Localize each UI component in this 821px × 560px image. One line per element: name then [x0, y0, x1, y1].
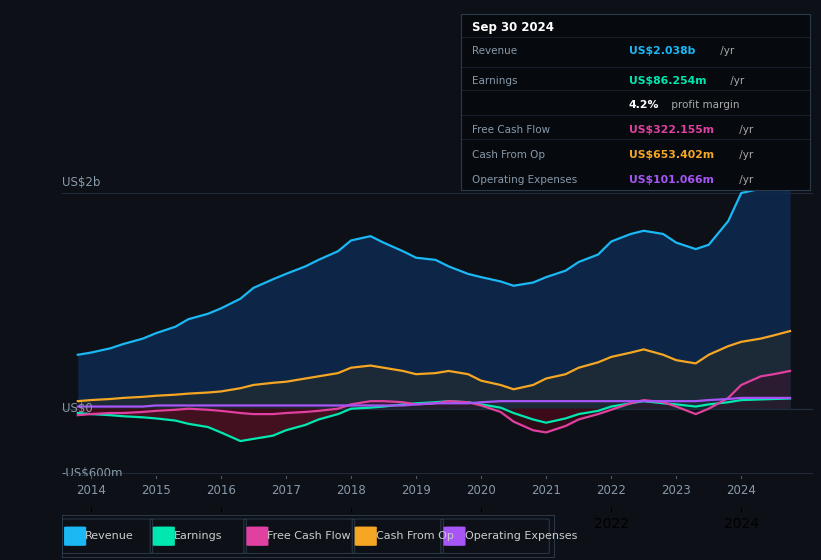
Text: Revenue: Revenue [85, 531, 134, 541]
FancyBboxPatch shape [443, 526, 466, 546]
Text: 4.2%: 4.2% [629, 100, 659, 110]
Text: 2021: 2021 [531, 484, 561, 497]
Text: US$2.038b: US$2.038b [629, 46, 695, 56]
Text: Operating Expenses: Operating Expenses [472, 175, 577, 185]
Text: Sep 30 2024: Sep 30 2024 [472, 21, 554, 34]
Text: /yr: /yr [736, 125, 754, 135]
Text: Earnings: Earnings [174, 531, 222, 541]
FancyBboxPatch shape [64, 526, 86, 546]
FancyBboxPatch shape [246, 526, 268, 546]
Text: /yr: /yr [727, 76, 744, 86]
Text: US$0: US$0 [62, 402, 92, 415]
Text: 2019: 2019 [401, 484, 431, 497]
Text: Free Cash Flow: Free Cash Flow [472, 125, 550, 135]
Text: Earnings: Earnings [472, 76, 517, 86]
FancyBboxPatch shape [153, 526, 175, 546]
Text: 2016: 2016 [206, 484, 236, 497]
Text: /yr: /yr [736, 150, 754, 160]
Text: Cash From Op: Cash From Op [472, 150, 545, 160]
Text: 2018: 2018 [336, 484, 366, 497]
Text: Operating Expenses: Operating Expenses [465, 531, 577, 541]
Text: -US$600m: -US$600m [62, 467, 123, 480]
FancyBboxPatch shape [355, 526, 377, 546]
Text: Cash From Op: Cash From Op [376, 531, 454, 541]
Text: Revenue: Revenue [472, 46, 517, 56]
Text: 2023: 2023 [662, 484, 691, 497]
Text: 2024: 2024 [727, 484, 756, 497]
Text: 2020: 2020 [466, 484, 496, 497]
Text: 2022: 2022 [596, 484, 626, 497]
Text: Free Cash Flow: Free Cash Flow [268, 531, 351, 541]
Text: /yr: /yr [717, 46, 734, 56]
Text: profit margin: profit margin [668, 100, 740, 110]
Text: 2015: 2015 [141, 484, 171, 497]
Text: US$101.066m: US$101.066m [629, 175, 713, 185]
Text: US$653.402m: US$653.402m [629, 150, 714, 160]
Text: /yr: /yr [736, 175, 754, 185]
Text: US$2b: US$2b [62, 176, 100, 189]
Text: 2017: 2017 [271, 484, 301, 497]
Text: US$322.155m: US$322.155m [629, 125, 714, 135]
Text: 2014: 2014 [76, 484, 106, 497]
Text: US$86.254m: US$86.254m [629, 76, 706, 86]
